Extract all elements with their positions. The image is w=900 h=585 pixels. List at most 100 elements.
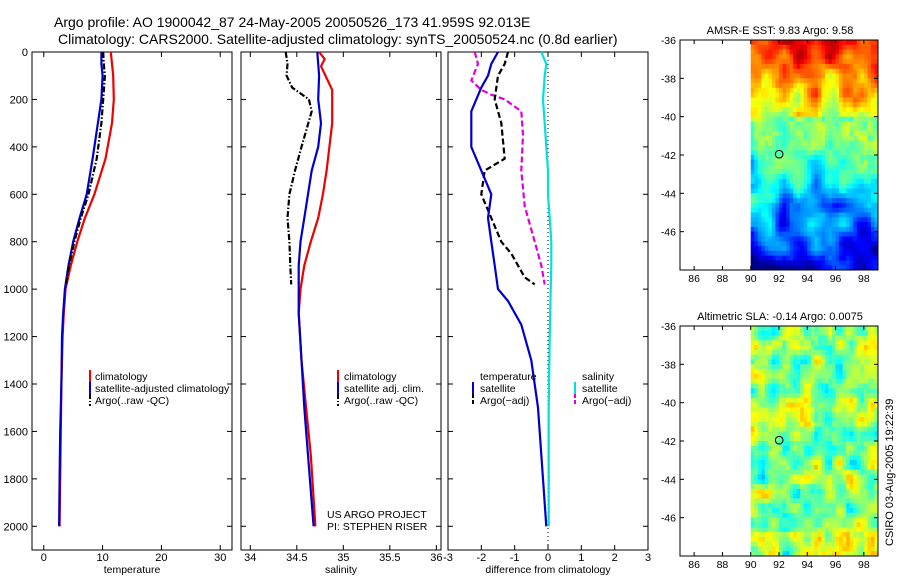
heatmap-cell [796,373,801,380]
heatmap-cell [803,226,808,233]
heatmap-cell [849,498,854,504]
heatmap-cell [853,159,858,165]
heatmap-cell [779,40,783,46]
heatmap-cell [824,378,829,384]
heatmap-cell [846,198,851,204]
heatmap-cell [754,131,759,137]
heatmap-cell [786,364,791,370]
heatmap-cell [821,326,826,332]
heatmap-cell [839,241,844,247]
heatmap-cell [814,340,819,346]
heatmap-cell [779,503,783,509]
heatmap-cell [775,92,780,98]
heatmap-cell [789,164,794,170]
heatmap-cell [870,169,875,175]
heatmap-cell [835,402,840,408]
heatmap-cell [870,212,875,218]
heatmap-cell [807,373,812,380]
heatmap-cell [867,522,872,528]
heatmap-cell [835,388,840,394]
heatmap-cell [849,174,854,180]
heatmap-cell [867,527,872,533]
legend-argo: Argo(..raw -QC) [344,395,418,407]
heatmap-cell [754,226,759,233]
heatmap-cell [768,450,773,456]
x-tick-label: 90 [745,273,757,285]
heatmap-cell [800,68,805,74]
heatmap-cell [867,178,872,185]
heatmap-cell [870,508,875,514]
heatmap-cell [793,364,798,370]
heatmap-cell [867,460,872,466]
heatmap-cell [842,527,847,533]
heatmap-cell [817,441,822,447]
heatmap-cell [757,397,762,404]
heatmap-cell [810,445,815,451]
heatmap-cell [874,135,879,142]
heatmap-cell [771,464,776,471]
heatmap-cell [814,345,819,351]
heatmap-cell [764,241,769,247]
heatmap-cell [789,159,794,165]
heatmap-cell [771,255,776,261]
heatmap-cell [817,330,822,336]
heatmap-cell [779,246,783,252]
heatmap-cell [832,169,836,175]
heatmap-cell [754,198,759,204]
heatmap-cell [814,78,819,84]
heatmap-cell [839,474,844,480]
heatmap-cell [874,131,879,137]
heatmap-cell [771,78,776,84]
heatmap-cell [779,78,783,84]
heatmap-cell [824,373,829,380]
heatmap-cell [849,260,854,266]
heatmap-cell [821,169,826,175]
heatmap-cell [842,63,847,70]
heatmap-cell [828,40,833,46]
heatmap-cell [832,431,836,437]
heatmap-cell [761,412,766,418]
heatmap-cell [835,73,840,79]
heatmap-cell [846,59,851,65]
heatmap-cell [796,246,801,252]
heatmap-cell [846,522,851,528]
heatmap-cell [839,546,844,552]
heatmap-cell [821,412,826,418]
heatmap-cell [754,460,759,466]
heatmap-cell [789,441,794,447]
heatmap-cell [750,460,755,466]
heatmap-cell [835,169,840,175]
heatmap-cell [810,393,815,399]
heatmap-cell [853,436,858,442]
heatmap-cell [800,212,805,218]
heatmap-cell [782,44,787,50]
heatmap-cell [796,417,801,423]
heatmap-cell [768,417,773,423]
heatmap-cell [856,236,861,242]
heatmap-cell [771,412,776,418]
heatmap-cell [860,140,865,146]
heatmap-cell [771,345,776,351]
heatmap-cell [782,54,787,60]
heatmap-cell [754,378,759,384]
heatmap-cell [771,63,776,70]
heatmap-cell [853,202,858,209]
heatmap-cell [789,493,794,499]
heatmap-cell [764,522,769,528]
heatmap-cell [828,92,833,98]
heatmap-cell [849,421,854,428]
heatmap-cell [757,83,762,89]
heatmap-cell [779,116,783,122]
x-tick-label: 96 [830,559,842,571]
heatmap-cell [821,431,826,437]
heatmap-cell [856,68,861,74]
heatmap-cell [796,546,801,552]
heatmap-cell [846,183,851,189]
heatmap-cell [775,359,780,365]
heatmap-cell [761,340,766,346]
heatmap-cell [803,417,808,423]
heatmap-cell [786,383,791,389]
heatmap-cell [814,116,819,122]
heatmap-cell [764,541,769,547]
heatmap-cell [779,326,783,332]
